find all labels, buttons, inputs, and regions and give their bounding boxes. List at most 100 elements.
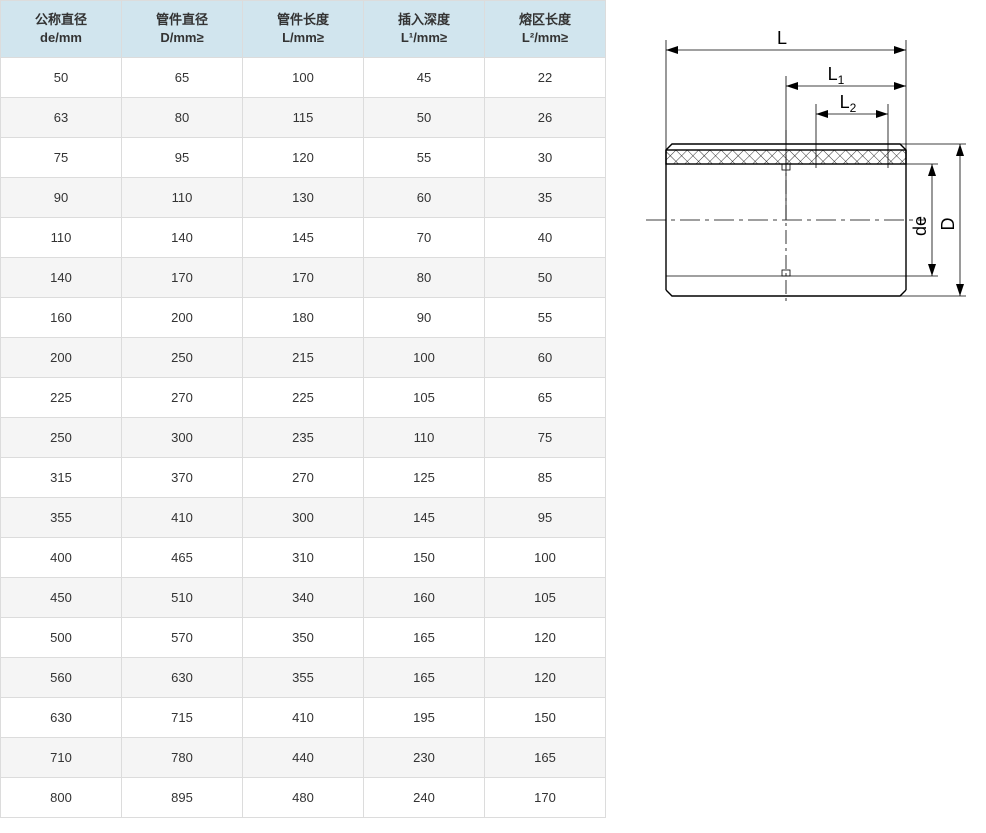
- table-cell: 50: [485, 258, 606, 298]
- table-cell: 270: [122, 378, 243, 418]
- table-cell: 315: [1, 458, 122, 498]
- table-cell: 70: [364, 218, 485, 258]
- table-cell: 200: [1, 338, 122, 378]
- table-cell: 355: [243, 658, 364, 698]
- table-row: 20025021510060: [1, 338, 606, 378]
- table-cell: 145: [243, 218, 364, 258]
- table-cell: 630: [122, 658, 243, 698]
- table-cell: 145: [364, 498, 485, 538]
- table-cell: 40: [485, 218, 606, 258]
- table-cell: 45: [364, 58, 485, 98]
- table-cell: 65: [122, 58, 243, 98]
- table-cell: 55: [364, 138, 485, 178]
- table-cell: 30: [485, 138, 606, 178]
- table: 公称直径de/mm管件直径D/mm≥管件长度L/mm≥插入深度L¹/mm≥熔区长…: [0, 0, 606, 818]
- table-row: 560630355165120: [1, 658, 606, 698]
- col-header-1: 管件直径D/mm≥: [122, 1, 243, 58]
- table-cell: 370: [122, 458, 243, 498]
- table-cell: 895: [122, 778, 243, 818]
- table-cell: 350: [243, 618, 364, 658]
- table-cell: 235: [243, 418, 364, 458]
- table-cell: 100: [364, 338, 485, 378]
- table-cell: 165: [364, 658, 485, 698]
- table-row: 1401701708050: [1, 258, 606, 298]
- table-cell: 140: [1, 258, 122, 298]
- table-cell: 710: [1, 738, 122, 778]
- table-row: 63801155026: [1, 98, 606, 138]
- table-row: 500570350165120: [1, 618, 606, 658]
- table-cell: 85: [485, 458, 606, 498]
- table-row: 800895480240170: [1, 778, 606, 818]
- table-cell: 300: [243, 498, 364, 538]
- table-cell: 150: [364, 538, 485, 578]
- table-cell: 715: [122, 698, 243, 738]
- table-cell: 35: [485, 178, 606, 218]
- table-cell: 50: [1, 58, 122, 98]
- table-row: 25030023511075: [1, 418, 606, 458]
- table-cell: 225: [1, 378, 122, 418]
- table-cell: 160: [364, 578, 485, 618]
- table-cell: 115: [243, 98, 364, 138]
- table-cell: 125: [364, 458, 485, 498]
- table-cell: 105: [485, 578, 606, 618]
- table-cell: 180: [243, 298, 364, 338]
- col-header-4: 熔区长度L²/mm≥: [485, 1, 606, 58]
- table-cell: 170: [243, 258, 364, 298]
- table-cell: 225: [243, 378, 364, 418]
- table-cell: 570: [122, 618, 243, 658]
- label-D: D: [938, 218, 958, 231]
- table-cell: 510: [122, 578, 243, 618]
- table-cell: 90: [364, 298, 485, 338]
- table-cell: 450: [1, 578, 122, 618]
- table-cell: 130: [243, 178, 364, 218]
- table-cell: 140: [122, 218, 243, 258]
- table-cell: 250: [1, 418, 122, 458]
- table-row: 450510340160105: [1, 578, 606, 618]
- table-cell: 250: [122, 338, 243, 378]
- table-cell: 160: [1, 298, 122, 338]
- table-cell: 410: [122, 498, 243, 538]
- table-cell: 150: [485, 698, 606, 738]
- table-cell: 500: [1, 618, 122, 658]
- col-header-2: 管件长度L/mm≥: [243, 1, 364, 58]
- svg-text:L2: L2: [840, 92, 857, 115]
- table-cell: 120: [485, 618, 606, 658]
- table-row: 22527022510565: [1, 378, 606, 418]
- col-header-3: 插入深度L¹/mm≥: [364, 1, 485, 58]
- table-cell: 110: [1, 218, 122, 258]
- table-cell: 200: [122, 298, 243, 338]
- table-cell: 100: [485, 538, 606, 578]
- table-cell: 22: [485, 58, 606, 98]
- table-cell: 55: [485, 298, 606, 338]
- table-cell: 90: [1, 178, 122, 218]
- table-row: 1101401457040: [1, 218, 606, 258]
- table-cell: 215: [243, 338, 364, 378]
- table-cell: 63: [1, 98, 122, 138]
- table-row: 1602001809055: [1, 298, 606, 338]
- table-cell: 240: [364, 778, 485, 818]
- table-cell: 230: [364, 738, 485, 778]
- table-cell: 195: [364, 698, 485, 738]
- table-cell: 80: [364, 258, 485, 298]
- table-cell: 440: [243, 738, 364, 778]
- table-cell: 780: [122, 738, 243, 778]
- table-cell: 465: [122, 538, 243, 578]
- table-row: 710780440230165: [1, 738, 606, 778]
- table-cell: 400: [1, 538, 122, 578]
- table-cell: 120: [485, 658, 606, 698]
- label-L1: L: [828, 64, 838, 84]
- table-cell: 105: [364, 378, 485, 418]
- svg-text:L1: L1: [828, 64, 845, 87]
- label-L1-sub: 1: [838, 73, 845, 87]
- table-cell: 75: [1, 138, 122, 178]
- table-cell: 480: [243, 778, 364, 818]
- col-header-0: 公称直径de/mm: [1, 1, 122, 58]
- table-cell: 120: [243, 138, 364, 178]
- table-cell: 170: [485, 778, 606, 818]
- table-cell: 800: [1, 778, 122, 818]
- table-cell: 340: [243, 578, 364, 618]
- table-cell: 165: [485, 738, 606, 778]
- table-cell: 65: [485, 378, 606, 418]
- technical-diagram: L L1 L2: [606, 0, 986, 320]
- label-de: de: [910, 216, 930, 236]
